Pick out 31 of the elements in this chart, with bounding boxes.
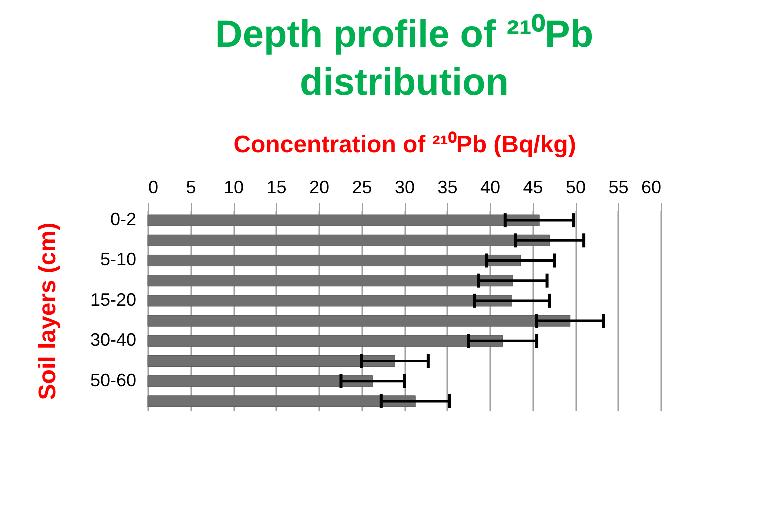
- x-tick-label: 35: [438, 178, 458, 198]
- x-tick-label: 60: [641, 178, 662, 198]
- bar: [148, 396, 416, 408]
- bar: [148, 234, 550, 246]
- bar: [148, 214, 540, 226]
- bar: [148, 275, 514, 287]
- x-tick-label: 5: [186, 178, 196, 198]
- x-tick-label: 10: [224, 178, 244, 198]
- bar: [148, 315, 571, 327]
- x-tick-label: 45: [523, 178, 544, 198]
- y-tick-label: 5-10: [100, 250, 136, 270]
- x-tick-label: 50: [566, 178, 586, 198]
- x-tick-label: 40: [480, 178, 501, 198]
- x-tick-label: 20: [309, 178, 330, 198]
- bar: [148, 376, 374, 388]
- bar: [148, 295, 512, 307]
- x-tick-label: 55: [608, 178, 629, 198]
- bar: [148, 335, 504, 347]
- y-tick-label: 50-60: [90, 370, 136, 390]
- bar: [148, 355, 396, 368]
- x-tick-label: 0: [148, 178, 159, 198]
- bar: [148, 254, 522, 267]
- y-tick-label: 0-2: [110, 210, 136, 230]
- y-tick-label: 30-40: [90, 330, 136, 350]
- x-axis-title: Concentration of ²¹⁰Pb (Bq/kg): [234, 132, 576, 158]
- y-axis-title: Soil layers (cm): [34, 222, 62, 400]
- x-tick-label: 15: [266, 178, 287, 198]
- chart-title: Depth profile of ²¹⁰Pb distribution: [215, 14, 594, 104]
- x-tick-label: 25: [352, 178, 372, 198]
- x-tick-label: 30: [394, 178, 416, 198]
- y-tick-label: 15-20: [90, 290, 136, 310]
